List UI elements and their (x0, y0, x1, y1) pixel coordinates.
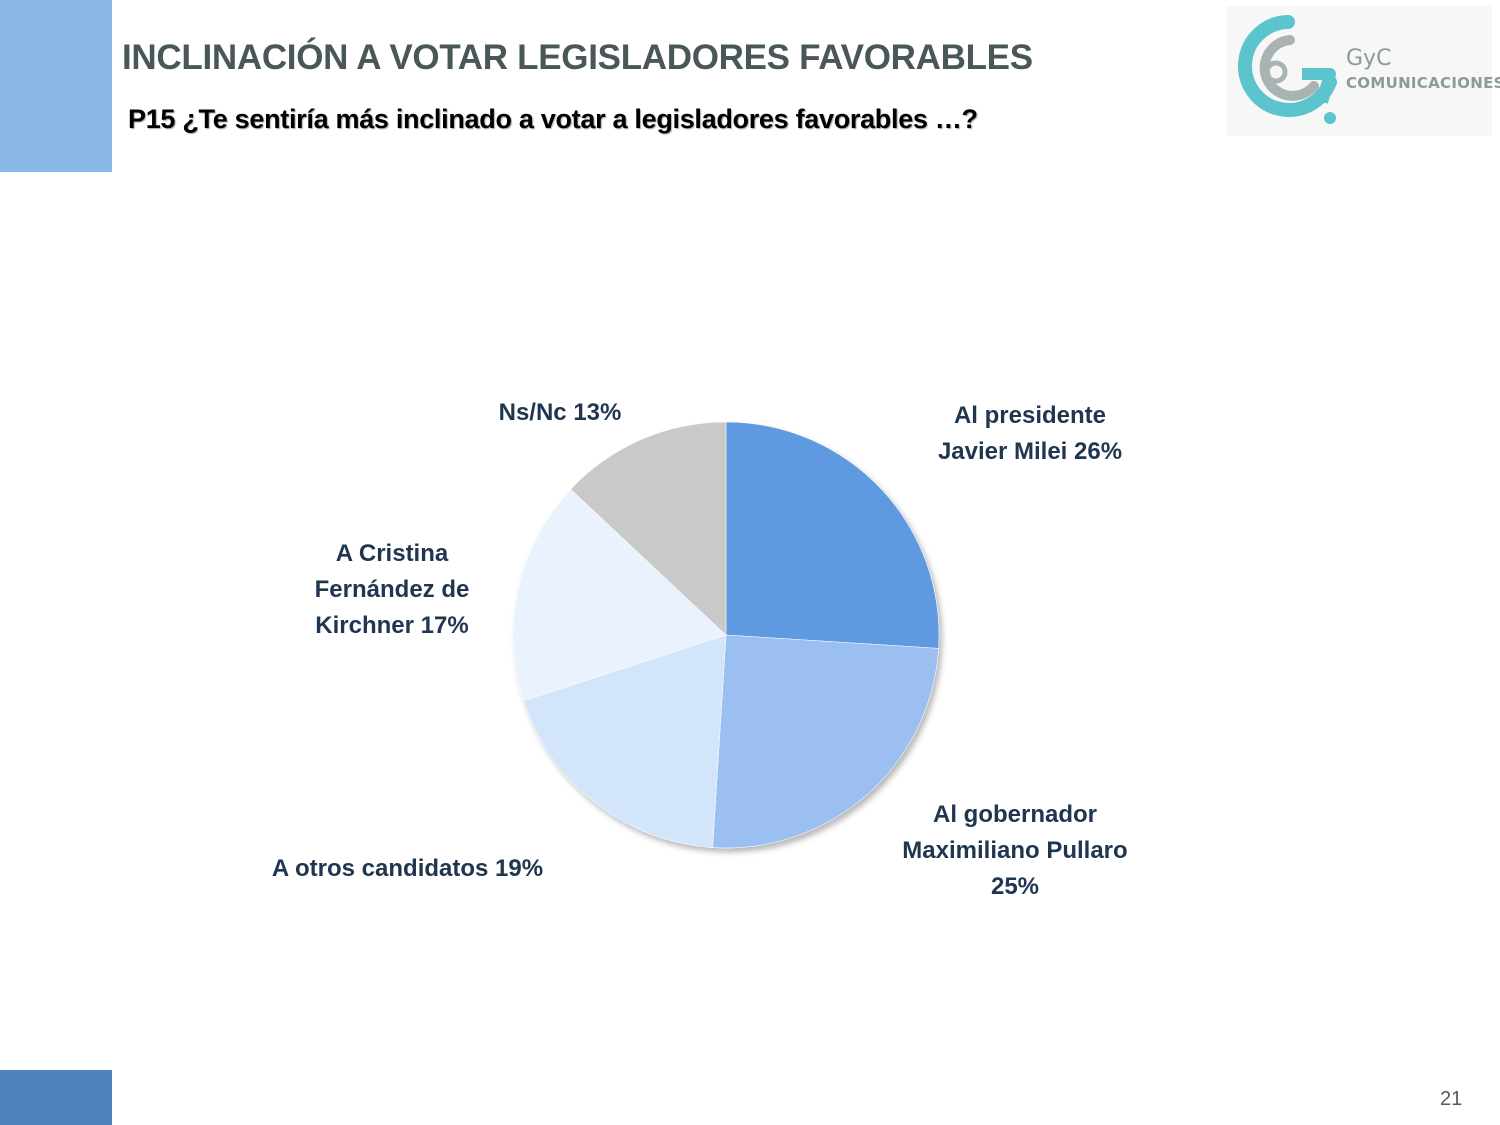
logo-mark-icon (1238, 15, 1337, 124)
pie-slice-nsnc (570, 421, 727, 636)
logo-name: GyC (1346, 46, 1392, 71)
slice-label-cristina: A Cristina Fernández de Kirchner 17% (314, 540, 470, 639)
slice-label-otros: A otros candidatos 19% (271, 855, 544, 882)
accent-bar-top (0, 0, 112, 172)
page-title: INCLINACIÓN A VOTAR LEGISLADORES FAVORAB… (122, 38, 1033, 77)
slice-label-pullaro: Al gobernador Maximiliano Pullaro 25% (902, 801, 1128, 900)
slice-label-nsnc: Ns/Nc 13% (498, 399, 622, 426)
page-number: 21 (1440, 1088, 1463, 1110)
pie-slice-pullaro (712, 634, 939, 849)
logo-tagline: COMUNICACIONES (1346, 74, 1500, 92)
question-text: P15 ¿Te sentiría más inclinado a votar a… (128, 104, 978, 134)
pie-slice-cristina (512, 488, 727, 702)
slice-label-milei: Al presidente Javier Milei 26% (937, 402, 1123, 465)
company-logo: GyC COMUNICACIONES (1226, 6, 1500, 136)
pie-slice-milei (725, 421, 940, 649)
pie-slice-otros (523, 634, 727, 848)
accent-bar-bottom (0, 1070, 112, 1125)
